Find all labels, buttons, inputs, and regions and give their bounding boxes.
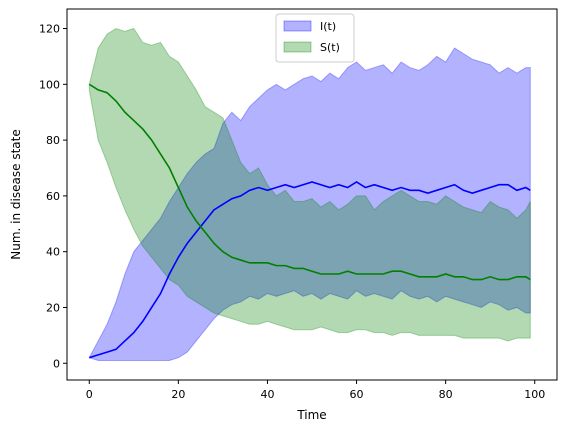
legend: I(t) S(t) xyxy=(275,13,355,63)
y-tick-label: 60 xyxy=(46,190,60,203)
x-tick-label: 0 xyxy=(86,388,93,401)
x-tick-label: 20 xyxy=(171,388,185,401)
mean-line-i xyxy=(89,181,531,359)
y-tick-label: 80 xyxy=(46,134,60,147)
legend-label: S(t) xyxy=(320,41,340,54)
y-axis-label: Num. in disease state xyxy=(9,129,23,259)
y-axis-ticks: 0 20 40 60 80 100 120 xyxy=(39,23,67,370)
legend-swatch xyxy=(283,20,312,32)
legend-box xyxy=(275,13,355,63)
legend-label: I(t) xyxy=(320,20,336,33)
x-tick-label: 80 xyxy=(439,388,453,401)
mean-line-s xyxy=(88,83,531,281)
legend-swatch xyxy=(283,41,312,53)
y-tick-label: 120 xyxy=(39,23,60,36)
y-tick-label: 20 xyxy=(46,301,60,314)
y-tick-label: 100 xyxy=(39,78,60,91)
y-tick-label: 40 xyxy=(46,246,60,259)
x-tick-label: 40 xyxy=(260,388,274,401)
x-axis-ticks: 0 20 40 60 80 100 xyxy=(86,380,545,401)
band-s xyxy=(88,27,531,342)
x-tick-label: 60 xyxy=(350,388,364,401)
plot-frame xyxy=(66,8,558,381)
y-tick-label: 0 xyxy=(53,357,60,370)
confidence-bands xyxy=(88,27,531,361)
x-axis-label: Time xyxy=(296,408,326,422)
x-tick-label: 100 xyxy=(524,388,545,401)
mean-lines xyxy=(88,83,531,359)
